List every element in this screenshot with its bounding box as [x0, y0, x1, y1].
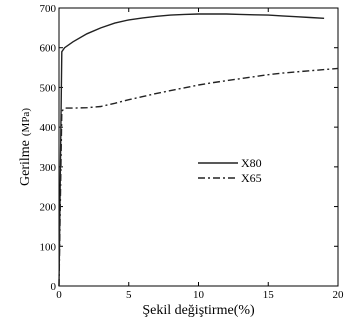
y-tick-label: 400: [40, 122, 57, 134]
y-tick-label: 500: [40, 82, 57, 94]
x-tick-label: 5: [126, 289, 132, 301]
x-tick-label: 20: [333, 289, 345, 301]
y-axis-label: Gerilme: [18, 140, 33, 186]
plot-frame: [58, 7, 339, 287]
axis-labels: Şekil değiştirme(%) Gerilme (MPa): [18, 108, 255, 318]
y-tick-label: 600: [40, 43, 57, 55]
x-axis-label: Şekil değiştirme(%): [142, 303, 255, 318]
svg-text:Gerilme(MPa): Gerilme (MPa): [18, 108, 33, 186]
legend-label-x65: X65: [241, 171, 262, 185]
y-tick-label: 300: [40, 162, 57, 174]
x-tick-label: 15: [263, 289, 275, 301]
y-axis-unit: (MPa): [20, 108, 32, 136]
y-tick-label: 200: [40, 202, 57, 214]
y-axis-label-group: Gerilme (MPa): [18, 108, 33, 186]
series-layer: [58, 13, 339, 287]
series-line-x65: [58, 67, 339, 287]
x-tick-label: 0: [56, 289, 62, 301]
y-tick-label: 100: [40, 241, 57, 253]
y-tick-label: 0: [51, 281, 57, 293]
x-tick-label: 10: [193, 289, 205, 301]
legend-label-x80: X80: [241, 156, 262, 170]
y-tick-label: 700: [40, 3, 57, 15]
axes: [58, 7, 339, 287]
series-line-x80: [58, 13, 325, 287]
